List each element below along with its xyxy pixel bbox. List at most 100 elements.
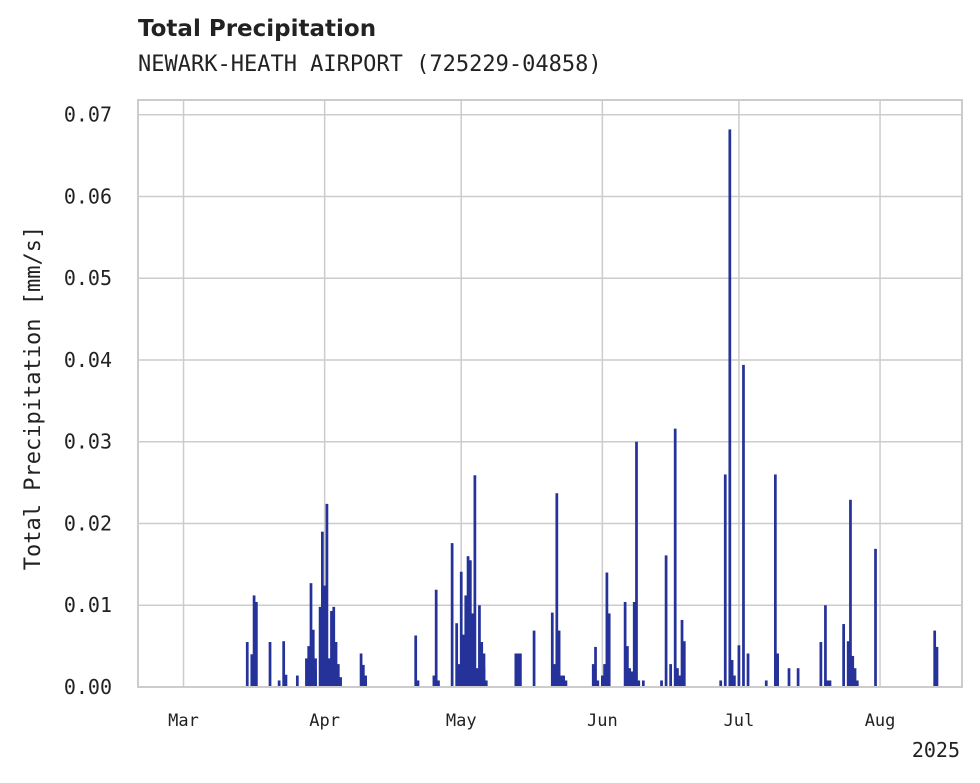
- precip-bar: [305, 658, 308, 687]
- precip-bar: [482, 667, 486, 687]
- precip-bar: [478, 605, 481, 687]
- grid-lines: [138, 100, 962, 688]
- x-tick-label: May: [446, 711, 477, 731]
- precip-bar: [555, 493, 559, 687]
- precip-bar: [819, 642, 823, 687]
- precip-bar: [332, 606, 336, 687]
- precip-bar: [596, 680, 600, 687]
- precip-bar: [282, 641, 286, 687]
- precip-bar: [550, 612, 554, 687]
- x-tick-label: Jul: [724, 711, 755, 731]
- precip-bar: [462, 634, 465, 687]
- precip-bar: [250, 654, 254, 687]
- y-tick-label: 0.01: [64, 593, 112, 617]
- precip-bar: [268, 642, 272, 687]
- precip-bar: [330, 610, 333, 687]
- precip-bar: [557, 630, 561, 687]
- precip-bar: [314, 658, 317, 687]
- y-tick-label: 0.07: [64, 103, 112, 127]
- precip-bar: [484, 680, 488, 687]
- precip-bar: [473, 475, 477, 687]
- precip-bar: [468, 642, 472, 687]
- precip-bar: [519, 653, 522, 687]
- precip-bar: [475, 668, 479, 687]
- precip-bar: [730, 660, 734, 687]
- precip-bar: [680, 619, 684, 687]
- x-axis-ticks: Mar Apr May Jun Jul Aug: [168, 711, 895, 731]
- precip-bar: [434, 589, 438, 687]
- precip-bar: [733, 675, 736, 687]
- x-tick-label: Aug: [865, 711, 896, 731]
- precip-bar: [468, 560, 472, 687]
- precip-bar: [332, 668, 336, 687]
- precip-bar: [359, 653, 363, 687]
- precip-bar: [682, 641, 686, 687]
- precip-bar: [336, 664, 340, 687]
- precip-bar: [676, 668, 679, 687]
- x-offset-label: 2025: [912, 738, 960, 762]
- precip-bar: [455, 623, 459, 687]
- x-tick-label: Jun: [587, 711, 618, 731]
- precip-bar: [603, 664, 606, 687]
- y-tick-label: 0.06: [64, 184, 112, 208]
- precip-bar: [828, 680, 832, 687]
- precip-bar: [851, 655, 855, 687]
- precip-bar: [773, 474, 777, 687]
- precip-bar: [787, 668, 791, 687]
- precip-bar: [471, 613, 474, 687]
- precip-bar: [874, 548, 877, 687]
- precip-bar: [626, 646, 629, 687]
- precip-bar: [245, 642, 249, 687]
- chart-title: Total Precipitation: [138, 16, 377, 42]
- precip-bar: [361, 664, 365, 687]
- precip-bar: [855, 680, 859, 687]
- precip-bar: [364, 675, 367, 687]
- precip-bar: [307, 646, 311, 687]
- precip-bar: [628, 668, 632, 687]
- precip-bar: [719, 680, 723, 687]
- precip-bar: [334, 642, 338, 687]
- precip-bar: [323, 585, 327, 687]
- precip-bar: [255, 601, 258, 687]
- precip-bar: [414, 635, 418, 687]
- plot-frame: [137, 99, 963, 688]
- precip-bar: [553, 664, 556, 687]
- precip-bar: [796, 668, 800, 687]
- y-tick-label: 0.04: [64, 348, 112, 372]
- bar-series: [245, 129, 939, 687]
- precip-bar: [459, 571, 463, 687]
- precip-bar: [321, 531, 324, 687]
- precip-bar: [853, 668, 857, 687]
- precip-bar: [464, 595, 468, 687]
- precip-bar: [933, 630, 937, 687]
- precip-bar: [564, 680, 568, 687]
- precip-bar: [594, 646, 597, 687]
- chart-subtitle: NEWARK-HEATH AIRPORT (725229-04858): [138, 52, 602, 77]
- precip-bar: [637, 680, 641, 687]
- precip-bar: [632, 601, 636, 687]
- precip-bar: [849, 499, 852, 687]
- y-tick-label: 0.02: [64, 511, 112, 535]
- y-axis-label: Total Precipitation [mm/s]: [21, 226, 46, 570]
- precip-bar: [935, 646, 939, 687]
- precip-bar: [664, 555, 668, 687]
- precip-bar: [746, 653, 750, 687]
- precip-bar: [457, 664, 461, 687]
- precip-bar: [607, 613, 611, 687]
- y-axis-ticks: 0.00 0.01 0.02 0.03 0.04 0.05 0.06 0.07: [64, 103, 112, 699]
- precip-bar: [635, 441, 638, 687]
- precip-bar: [516, 653, 520, 687]
- precip-bar: [673, 428, 677, 687]
- precip-bar: [623, 601, 627, 687]
- y-tick-label: 0.05: [64, 266, 112, 290]
- precip-bar: [284, 674, 288, 687]
- x-tick-label: Apr: [309, 711, 340, 731]
- precip-bar: [737, 645, 741, 687]
- precip-bar: [480, 642, 484, 687]
- precip-bar: [514, 653, 518, 687]
- y-tick-label: 0.00: [64, 675, 112, 699]
- precip-bar: [339, 677, 342, 687]
- precip-bar: [437, 680, 440, 687]
- y-tick-label: 0.03: [64, 430, 112, 454]
